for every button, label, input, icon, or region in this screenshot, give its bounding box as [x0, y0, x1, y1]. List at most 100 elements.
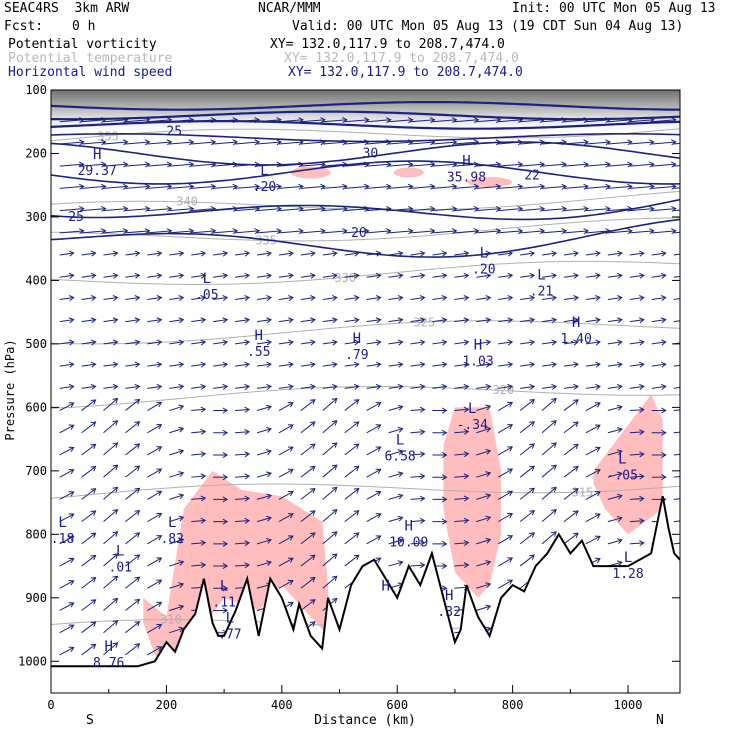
- wind-vector: [191, 339, 207, 346]
- theta-contour: [51, 217, 680, 242]
- wind-vector: [59, 272, 75, 279]
- wind-vector: [300, 339, 316, 346]
- wind-vector: [454, 428, 470, 435]
- wind-speed-contour: [51, 198, 680, 221]
- pv-extremum: L1.28: [612, 550, 643, 582]
- wind-vector: [454, 295, 470, 302]
- wind-vector: [235, 339, 251, 346]
- wind-vector: [366, 228, 392, 235]
- wind-vector: [651, 429, 667, 436]
- wind-vector: [542, 361, 558, 368]
- wind-vector: [673, 298, 680, 300]
- wind-vector: [366, 513, 382, 523]
- wind-vector: [256, 317, 272, 324]
- wind-vector: [607, 361, 623, 368]
- pv-extremum-value: 10.09: [389, 535, 428, 550]
- wind-vector: [322, 486, 338, 500]
- wind-vector: [629, 495, 645, 502]
- wind-vector: [125, 272, 141, 279]
- wind-vector: [213, 451, 229, 458]
- wind-vector: [410, 495, 426, 502]
- wind-vector: [235, 406, 251, 413]
- wind-vector: [81, 161, 107, 168]
- wind-vector: [103, 117, 129, 124]
- wind-vector: [541, 420, 557, 434]
- pv-extremum-kind: H: [405, 518, 413, 534]
- pv-extremum: L.20: [253, 163, 276, 195]
- pv-extremum-value: 8.76: [93, 656, 124, 671]
- wind-vector: [81, 339, 97, 346]
- wind-vector: [191, 473, 207, 480]
- wind-vector: [169, 295, 185, 302]
- wind-vector: [388, 537, 404, 545]
- wind-vector: [191, 250, 207, 257]
- wind-vector: [476, 582, 492, 589]
- wind-vector: [388, 250, 404, 257]
- y-tick-label: 200: [25, 146, 47, 160]
- wind-vector: [542, 339, 558, 346]
- wind-vector: [213, 317, 229, 324]
- wind-vector: [256, 493, 272, 500]
- wind-vector: [563, 399, 579, 411]
- wind-vector: [81, 465, 97, 478]
- wind-vector: [81, 510, 97, 523]
- wind-vector: [476, 161, 502, 168]
- wind-vector: [322, 383, 338, 390]
- pv-extremum: H35.98: [447, 153, 486, 185]
- wind-vector: [169, 205, 195, 212]
- wind-vector: [256, 361, 272, 368]
- wind-contour-label: 22: [524, 169, 540, 184]
- wind-vector: [322, 442, 338, 456]
- pv-extremum-kind: L: [396, 433, 404, 449]
- wind-vector: [476, 272, 492, 279]
- wind-vector: [366, 424, 382, 434]
- wind-vector: [169, 228, 195, 235]
- wind-vector: [366, 183, 392, 190]
- wind-vector: [366, 468, 382, 478]
- wind-vector: [629, 473, 645, 480]
- wind-vector: [498, 183, 524, 190]
- wind-vector: [498, 205, 524, 212]
- wind-vector: [103, 139, 129, 146]
- wind-vector: [147, 512, 163, 523]
- wind-vector: [81, 421, 97, 434]
- y-tick-label: 900: [25, 591, 47, 605]
- wind-vector: [322, 464, 338, 478]
- wind-vector: [235, 161, 261, 168]
- wind-vector: [388, 471, 404, 478]
- wind-vector: [585, 491, 601, 500]
- wind-vector: [191, 451, 207, 458]
- wind-vector: [651, 228, 677, 235]
- wind-vector: [235, 361, 251, 368]
- wind-vector: [432, 518, 448, 525]
- wind-vector: [607, 205, 633, 212]
- wind-vector: [147, 424, 163, 434]
- pv-extremum-value: 1.28: [612, 567, 643, 582]
- wind-vector: [519, 398, 535, 411]
- wind-vector: [344, 487, 360, 500]
- wind-vector: [125, 532, 141, 545]
- wind-vector: [432, 339, 448, 346]
- wind-vector: [497, 579, 514, 589]
- wind-vector: [585, 117, 611, 124]
- wind-vector: [410, 428, 426, 435]
- pv-extremum-kind: L: [220, 579, 228, 595]
- wind-vector: [607, 161, 633, 168]
- wind-vector: [432, 496, 448, 503]
- wind-vector: [454, 562, 470, 569]
- theta-contour: [51, 386, 680, 409]
- pv-extremum-kind: H: [445, 588, 453, 604]
- pv-extremum-value: .55: [247, 345, 270, 360]
- wind-vector: [103, 442, 119, 456]
- field-wind-xy: XY= 132.0,117.9 to 208.7,474.0: [288, 65, 523, 80]
- pv-extremum-kind: L: [468, 401, 476, 417]
- wind-vector: [629, 517, 645, 524]
- wind-vector: [322, 361, 338, 368]
- wind-vector: [673, 476, 680, 478]
- wind-vector: [81, 117, 107, 124]
- wind-vector: [344, 421, 360, 434]
- wind-vector: [629, 205, 655, 212]
- wind-vector: [191, 228, 217, 235]
- wind-vector: [673, 187, 680, 189]
- pv-fill-patch: [467, 177, 513, 188]
